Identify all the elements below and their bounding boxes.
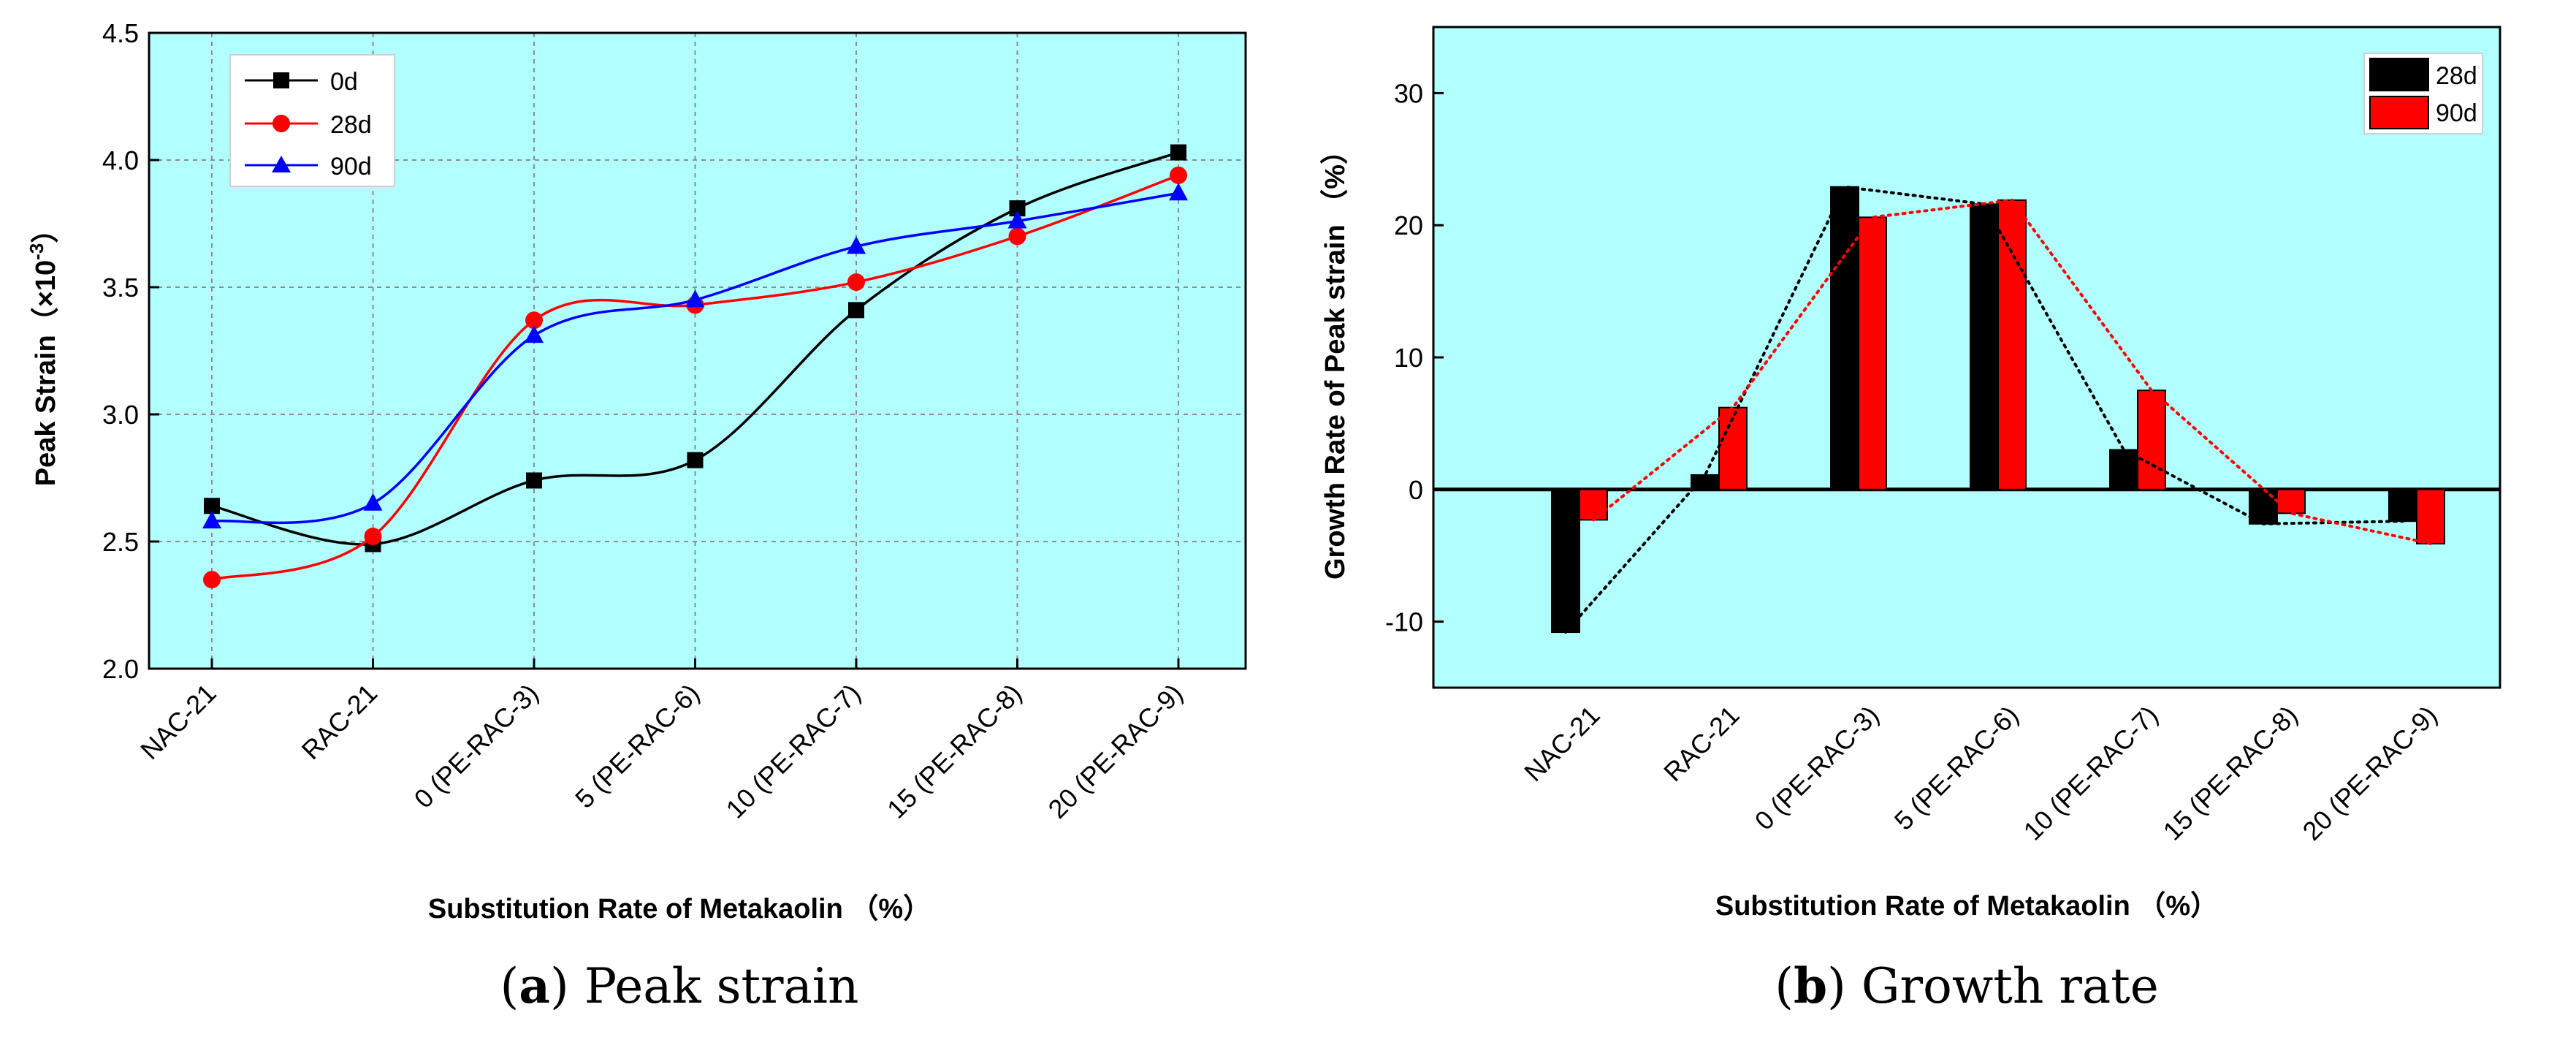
y-tick-label: 0 — [1409, 475, 1423, 505]
bar-28d — [1691, 474, 1720, 490]
y-tick-label: 30 — [1394, 78, 1423, 108]
caption-b: (b) Growth rate — [1775, 957, 2159, 1014]
panel-b-bars — [1551, 186, 2445, 634]
caption-b-letter: b — [1794, 957, 1827, 1014]
y-tick-label: 3.5 — [102, 273, 139, 303]
legend-label-90d: 90d — [330, 153, 372, 181]
bar-90d — [2137, 390, 2166, 490]
bar-90d — [2276, 488, 2306, 514]
data-point-0d — [526, 472, 542, 489]
y-label-main: Peak Strain — [31, 335, 61, 486]
x-tick-label: 0 (PE-RAC-3) — [408, 678, 544, 814]
y-tick-label: -10 — [1385, 607, 1423, 637]
x-tick-label: NAC-21 — [134, 678, 222, 766]
legend-swatch-90d — [2369, 96, 2429, 129]
panel-b-x-axis-label: Substitution Rate of Metakaolin （%） — [1715, 891, 2218, 922]
legend-label-0d: 0d — [330, 68, 358, 96]
data-point-90d — [1169, 183, 1188, 201]
data-point-28d — [1170, 166, 1187, 184]
y-label-unit-sup: -3 — [26, 243, 47, 260]
bar-90d — [1997, 199, 2027, 490]
bar-28d — [2249, 488, 2278, 525]
data-point-28d — [364, 528, 382, 546]
bar-28d — [1551, 488, 1580, 634]
data-point-0d — [848, 302, 864, 319]
x-tick-label: RAC-21 — [1658, 700, 1745, 788]
x-tick-label: NAC-21 — [1518, 700, 1606, 788]
y-tick-label: 20 — [1394, 210, 1423, 240]
data-point-90d — [525, 325, 544, 343]
legend-b-label-90d: 90d — [2436, 99, 2477, 127]
legend-marker-28d — [273, 115, 290, 132]
y-tick-label: 2.5 — [102, 527, 139, 557]
panel-a-x-axis-label: Substitution Rate of Metakaolin （%） — [428, 894, 931, 924]
data-point-0d — [204, 498, 220, 514]
panel-a-peak-strain-chart: 2.0 2.5 3.0 3.5 4.0 4.5 NAC-21 RAC-21 0 (PE-RAC-… — [26, 18, 1247, 924]
x-tick-label: RAC-21 — [296, 678, 384, 766]
caption-a-letter: a — [519, 957, 550, 1014]
bar-90d — [1858, 216, 1887, 490]
data-point-90d — [363, 493, 383, 511]
trend-line-90d — [1592, 198, 2432, 545]
panel-b-y-axis-label: Growth Rate of Peak strain （%） — [1320, 137, 1351, 580]
data-point-0d — [1170, 144, 1186, 161]
data-point-90d — [1007, 210, 1027, 229]
panel-b-legend: 28d 90d — [2363, 53, 2483, 134]
x-tick-label: 5 (PE-RAC-6) — [569, 678, 705, 814]
x-tick-label: 10 (PE-RAC-7) — [2018, 700, 2164, 846]
data-point-0d — [687, 452, 704, 468]
bar-28d — [1970, 203, 1999, 490]
x-tick-label: 0 (PE-RAC-3) — [1749, 700, 1885, 836]
data-point-28d — [1008, 227, 1026, 246]
y-label-unit-suffix: ） — [31, 216, 61, 243]
data-point-90d — [847, 236, 866, 254]
y-tick-label: 2.0 — [102, 654, 139, 684]
caption-b-text: Growth rate — [1846, 958, 2159, 1014]
panel-b-growth-rate-chart: -10 0 10 20 30 NAC-21 RAC-21 0 (PE-RAC-3) 5 (PE-… — [1320, 26, 2501, 922]
data-point-0d — [1009, 200, 1026, 217]
panel-a-y-axis-label: Peak Strain（×10-3） — [26, 216, 61, 487]
x-tick-label: 20 (PE-RAC-9) — [2297, 700, 2443, 846]
panel-b-plot-area — [1432, 26, 2501, 689]
y-tick-label: 10 — [1394, 343, 1423, 373]
panel-a-legend: 0d 28d 90d — [229, 54, 395, 187]
legend-swatch-28d — [2369, 58, 2429, 91]
x-tick-label: 10 (PE-RAC-7) — [720, 678, 866, 824]
bar-90d — [1718, 406, 1748, 490]
x-tick-label: 15 (PE-RAC-8) — [2157, 700, 2303, 846]
x-tick-label: 5 (PE-RAC-6) — [1889, 700, 2024, 836]
y-label-unit-prefix: （×10 — [31, 260, 61, 335]
bar-28d — [2388, 488, 2417, 523]
panel-a-series — [202, 144, 1188, 589]
legend-marker-90d — [272, 156, 291, 172]
panel-b-frame — [1432, 26, 2501, 689]
legend-marker-0d — [273, 72, 289, 88]
data-point-28d — [847, 273, 865, 292]
data-point-28d — [203, 571, 221, 589]
legend-b-label-28d: 28d — [2436, 62, 2477, 90]
x-tick-label: 15 (PE-RAC-8) — [881, 678, 1027, 824]
y-tick-label: 4.5 — [102, 18, 139, 48]
data-point-90d — [202, 511, 221, 529]
legend-label-28d: 28d — [330, 111, 372, 139]
data-point-90d — [685, 289, 705, 308]
data-point-28d — [525, 311, 543, 330]
caption-a-text: Peak strain — [569, 958, 859, 1014]
bar-28d — [1830, 186, 1859, 490]
panel-b-trend-lines — [1564, 185, 2432, 634]
caption-a: (a) Peak strain — [500, 957, 859, 1014]
y-tick-label: 3.0 — [102, 400, 139, 430]
x-tick-label: 20 (PE-RAC-9) — [1043, 678, 1189, 824]
bar-90d — [1579, 488, 1608, 521]
bar-90d — [2416, 488, 2445, 544]
panel-a-grid — [149, 33, 1246, 669]
y-tick-label: 4.0 — [102, 145, 139, 175]
panel-a-frame — [148, 31, 1247, 670]
